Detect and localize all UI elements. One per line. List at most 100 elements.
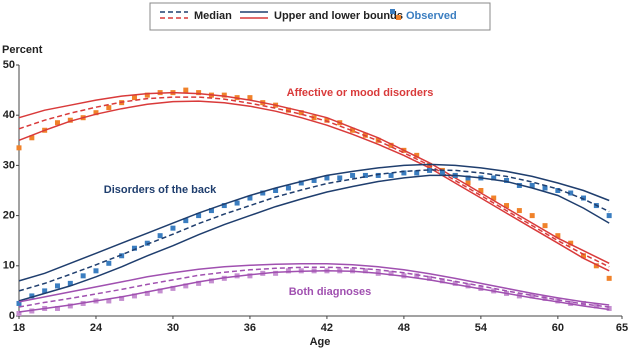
observed-point <box>93 268 99 274</box>
observed-point <box>144 290 150 296</box>
observed-point <box>427 275 433 281</box>
x-tick-label: 24 <box>90 322 103 334</box>
x-tick-label: 65 <box>616 322 628 334</box>
y-tick-label: 10 <box>3 260 15 272</box>
observed-point <box>568 190 574 196</box>
y-tick-label: 30 <box>3 159 15 171</box>
observed-point <box>298 180 304 186</box>
x-tick-label: 60 <box>552 322 564 334</box>
observed-point <box>119 253 125 259</box>
observed-point <box>131 293 137 299</box>
observed-point <box>183 218 189 224</box>
lower-line <box>18 174 610 302</box>
observed-point <box>170 285 176 291</box>
observed-point <box>144 92 150 98</box>
observed-point <box>375 172 381 178</box>
observed-point <box>183 87 189 93</box>
observed-point <box>157 288 163 294</box>
legend-box <box>149 2 491 31</box>
observed-point <box>491 175 497 181</box>
observed-point <box>80 273 86 279</box>
observed-point <box>247 273 253 279</box>
observed-point <box>337 175 343 181</box>
observed-point <box>388 270 394 276</box>
observed-point <box>29 293 35 299</box>
observed-point <box>581 195 587 201</box>
observed-point <box>67 117 73 123</box>
observed-point <box>16 300 22 306</box>
observed-point <box>93 110 99 116</box>
legend-label: Observed <box>406 10 457 22</box>
observed-point <box>606 275 612 281</box>
observed-point <box>324 175 330 181</box>
legend-label: Median <box>194 10 232 22</box>
y-axis-label: Percent <box>2 44 43 56</box>
observed-point <box>170 225 176 231</box>
observed-point <box>196 213 202 219</box>
y-tick-label: 20 <box>3 210 15 222</box>
x-axis-label: Age <box>310 336 331 348</box>
observed-point <box>427 167 433 173</box>
observed-point <box>555 188 561 193</box>
observed-point <box>273 270 279 276</box>
observed-point <box>414 170 420 176</box>
x-tick-label: 36 <box>244 322 256 334</box>
observed-point <box>362 268 368 274</box>
observed-point <box>144 240 150 246</box>
observed-point <box>285 185 291 191</box>
group-label: Affective or mood disorders <box>287 87 434 99</box>
observed-point <box>157 233 163 239</box>
observed-point <box>119 295 125 301</box>
observed-point <box>285 268 291 274</box>
observed-point <box>529 293 535 299</box>
observed-point <box>131 245 137 251</box>
observed-point <box>16 145 22 151</box>
observed-point <box>542 295 548 301</box>
observed-point <box>478 188 484 193</box>
observed-point <box>183 283 189 289</box>
observed-point <box>324 117 330 123</box>
upper-line <box>18 163 610 282</box>
observed-point <box>196 90 202 96</box>
legend-marker <box>390 9 395 14</box>
x-tick-label: 30 <box>167 322 179 334</box>
observed-point <box>555 298 561 304</box>
observed-point <box>491 195 497 201</box>
observed-point <box>388 142 394 148</box>
observed-point <box>414 273 420 279</box>
observed-point <box>106 298 112 304</box>
observed-point <box>350 172 356 178</box>
x-tick-label: 54 <box>475 322 488 334</box>
observed-point <box>350 127 356 133</box>
x-tick-label: 48 <box>398 322 410 334</box>
observed-point <box>465 180 471 186</box>
observed-point <box>234 200 240 206</box>
observed-point <box>606 213 612 219</box>
y-tick-label: 0 <box>9 310 15 322</box>
observed-point <box>542 223 548 229</box>
x-tick-label: 42 <box>321 322 333 334</box>
observed-point <box>529 213 535 219</box>
observed-point <box>452 280 458 286</box>
group-label: Both diagnoses <box>289 286 372 298</box>
lower-line <box>18 100 610 272</box>
median-line <box>18 169 610 292</box>
observed-point <box>16 310 22 316</box>
observed-point <box>273 188 279 193</box>
observed-point <box>54 305 60 311</box>
y-tick-label: 50 <box>3 59 15 71</box>
upper-line <box>18 263 610 306</box>
lower-line <box>18 270 610 313</box>
observed-point <box>504 203 510 209</box>
observed-point <box>504 177 510 183</box>
observed-point <box>362 172 368 178</box>
observed-point <box>196 280 202 286</box>
observed-point <box>555 233 561 239</box>
observed-point <box>593 303 599 309</box>
median-line <box>18 266 610 308</box>
observed-point <box>311 177 317 183</box>
observed-point <box>439 278 445 284</box>
observed-point <box>221 92 227 98</box>
observed-point <box>67 303 73 309</box>
